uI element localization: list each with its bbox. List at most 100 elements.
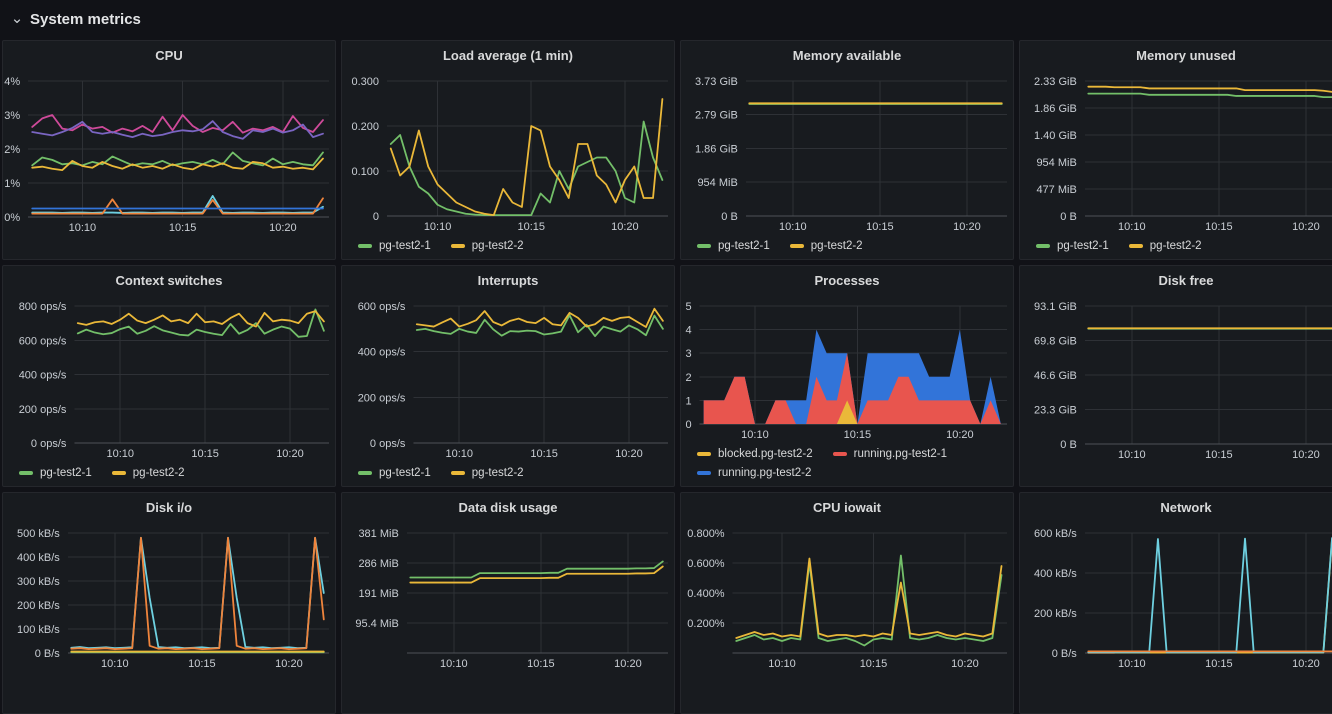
y-tick-label: 0.600% (687, 558, 725, 570)
legend-memory-available: pg-test2-1 pg-test2-2 (681, 234, 1013, 259)
legend-label: running.pg-test2-1 (853, 447, 947, 460)
legend-swatch (358, 470, 372, 475)
legend-label: pg-test2-1 (718, 239, 770, 252)
panel-title-context-switches[interactable]: Context switches (115, 273, 223, 288)
y-tick-label: 0.300 (351, 76, 379, 88)
section-header-system-metrics[interactable]: ⌄ System metrics (0, 0, 1332, 38)
y-tick-label: 500 kB/s (17, 528, 60, 540)
y-tick-label: 0 ops/s (31, 438, 67, 450)
y-tick-label: 0.100 (351, 166, 379, 178)
x-tick-label: 10:20 (276, 448, 304, 460)
y-tick-label: 200 kB/s (17, 600, 60, 612)
panel-title-memory-unused[interactable]: Memory unused (1136, 48, 1236, 63)
legend-label: blocked.pg-test2-2 (718, 447, 813, 460)
x-tick-label: 10:10 (1118, 221, 1146, 233)
legend-disk-free (1020, 462, 1332, 486)
legend-processes: blocked.pg-test2-2 running.pg-test2-1 runn… (681, 442, 1013, 486)
legend-swatch (450, 470, 465, 475)
y-tick-label: 100 kB/s (17, 624, 60, 636)
panel-cpu-iowait: CPU iowait 10:10 10:15 10:20 0.200% 0.400% 0.6… (680, 492, 1014, 714)
x-tick-label: 10:15 (517, 221, 545, 233)
legend-memory-unused: pg-test2-1 pg-test2-2 (1020, 234, 1332, 259)
chevron-down-icon[interactable]: ⌄ (10, 10, 24, 27)
legend-item-running.pg-test2-1[interactable]: running.pg-test2-1 (832, 444, 947, 463)
panel-title-interrupts[interactable]: Interrupts (477, 273, 539, 288)
legend-swatch (1036, 243, 1050, 248)
y-tick-label: 4 (685, 325, 691, 337)
y-tick-label: 286 MiB (358, 558, 398, 570)
y-tick-label: 1.86 GiB (695, 143, 738, 155)
legend-item-pg-test2-2[interactable]: pg-test2-2 (450, 463, 524, 482)
legend-item-running.pg-test2-2[interactable]: running.pg-test2-2 (697, 463, 811, 482)
legend-swatch (358, 243, 372, 248)
x-tick-label: 10:15 (1205, 221, 1233, 233)
series-line-yellow (735, 557, 1003, 639)
legend-item-pg-test2-1[interactable]: pg-test2-1 (1036, 236, 1109, 255)
panel-title-processes[interactable]: Processes (814, 273, 880, 288)
panel-title-cpu[interactable]: CPU (155, 48, 183, 63)
x-tick-label: 10:20 (1292, 221, 1320, 233)
x-tick-label: 10:10 (106, 448, 134, 460)
chart-svg-data-disk-usage: 10:10 10:15 10:20 95.4 MiB 191 MiB 286 MiB 381… (355, 528, 668, 670)
legend-item-pg-test2-2[interactable]: pg-test2-2 (1128, 236, 1202, 255)
chart-svg-load-average: 10:10 10:15 10:20 0 0.100 0.200 0.300 (351, 76, 668, 233)
legend-item-blocked.pg-test2-2[interactable]: blocked.pg-test2-2 (697, 444, 813, 463)
y-tick-label: 5 (685, 301, 691, 313)
series-line-pg-test2-2 (1087, 85, 1332, 93)
y-tick-label: 954 MiB (1036, 157, 1076, 169)
series-line-pg-test2-1 (1087, 92, 1332, 99)
series-line-magenta (31, 114, 324, 134)
series-line-yellow (409, 565, 664, 584)
legend-network (1020, 671, 1332, 695)
series-line-orange (31, 197, 324, 215)
legend-label: pg-test2-1 (379, 466, 431, 479)
panel-grid: CPU 10:10 10:15 10:20 0% 1% 2% 3% 4% Load average… (2, 40, 1332, 714)
legend-item-pg-test2-2[interactable]: pg-test2-2 (789, 236, 863, 255)
y-tick-label: 3% (4, 110, 20, 122)
panel-interrupts: Interrupts 10:10 10:15 10:20 0 ops/s 200 ops/… (341, 265, 675, 487)
chart-area-memory-unused: 10:10 10:15 10:20 0 B 477 MiB 954 MiB 1.40 GiB… (1020, 69, 1332, 234)
y-tick-label: 400 kB/s (17, 552, 60, 564)
y-tick-label: 400 ops/s (358, 347, 406, 359)
chart-svg-context-switches: 10:10 10:15 10:20 0 ops/s 200 ops/s 400 ops/s… (19, 301, 329, 460)
legend-context-switches: pg-test2-1 pg-test2-2 (3, 461, 335, 486)
legend-item-pg-test2-2[interactable]: pg-test2-2 (450, 236, 524, 255)
legend-label: pg-test2-2 (132, 466, 185, 479)
x-tick-label: 10:15 (1205, 449, 1233, 461)
panel-title-disk-io[interactable]: Disk i/o (145, 500, 193, 515)
chart-svg-interrupts: 10:10 10:15 10:20 0 ops/s 200 ops/s 400 ops/s… (358, 301, 668, 460)
panel-disk-io: Disk i/o 10:10 10:15 10:20 0 B/s 100 kB/s 200 … (2, 492, 336, 714)
panel-cpu: CPU 10:10 10:15 10:20 0% 1% 2% 3% 4% (2, 40, 336, 260)
panel-title-data-disk-usage[interactable]: Data disk usage (458, 500, 558, 515)
y-tick-label: 46.6 GiB (1034, 370, 1077, 382)
y-tick-label: 0 (685, 419, 691, 431)
legend-swatch (697, 470, 711, 475)
legend-interrupts: pg-test2-1 pg-test2-2 (342, 461, 674, 486)
legend-item-pg-test2-2[interactable]: pg-test2-2 (111, 463, 185, 482)
legend-item-pg-test2-1[interactable]: pg-test2-1 (358, 463, 431, 482)
series-line-pg-test2-2 (76, 310, 325, 328)
legend-item-pg-test2-1[interactable]: pg-test2-1 (358, 236, 431, 255)
y-tick-label: 300 kB/s (17, 576, 60, 588)
series-line-pg-test2-2 (389, 98, 664, 217)
panel-title-disk-free[interactable]: Disk free (1158, 273, 1214, 288)
legend-item-pg-test2-1[interactable]: pg-test2-1 (19, 463, 92, 482)
legend-label: pg-test2-2 (471, 466, 524, 479)
y-tick-label: 23.3 GiB (1034, 405, 1077, 417)
series-line-pg-test2-2 (415, 307, 664, 328)
panel-title-load-average[interactable]: Load average (1 min) (442, 48, 574, 63)
y-tick-label: 800 ops/s (19, 301, 67, 313)
legend-label: pg-test2-2 (810, 239, 863, 252)
panel-title-network[interactable]: Network (1160, 500, 1212, 515)
legend-swatch (111, 470, 126, 475)
chart-area-cpu-iowait: 10:10 10:15 10:20 0.200% 0.400% 0.600% 0.800% (681, 521, 1013, 671)
legend-item-pg-test2-1[interactable]: pg-test2-1 (697, 236, 770, 255)
x-tick-label: 10:20 (614, 658, 642, 670)
legend-swatch (789, 243, 804, 248)
y-tick-label: 600 ops/s (358, 301, 406, 313)
panel-title-memory-available[interactable]: Memory available (792, 48, 902, 63)
chart-svg-memory-available: 10:10 10:15 10:20 0 B 954 MiB 1.86 GiB 2.79 Gi… (695, 76, 1007, 233)
panel-title-cpu-iowait[interactable]: CPU iowait (813, 500, 881, 515)
y-tick-label: 1.40 GiB (1034, 130, 1077, 142)
y-tick-label: 1 (685, 395, 691, 407)
